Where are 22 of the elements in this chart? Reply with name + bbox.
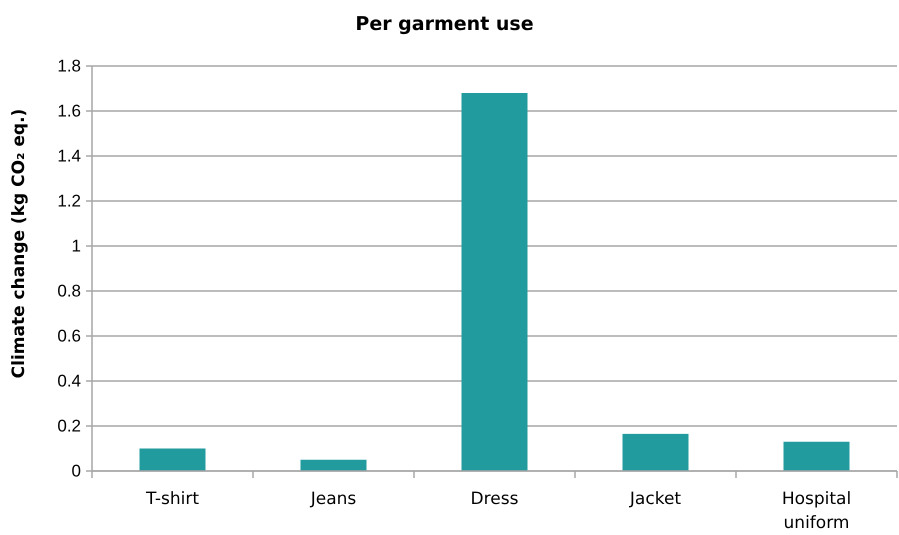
y-tick-label: 1.8 [57, 56, 81, 76]
y-tick-label: 0.2 [57, 416, 81, 436]
y-tick-label: 1 [72, 236, 81, 256]
y-tick-label: 0.8 [57, 281, 81, 300]
x-tick-label: Hospital uniform [782, 489, 852, 533]
bar [622, 434, 689, 471]
x-tick-label: Jacket [628, 489, 682, 509]
y-tick-label: 1.4 [57, 146, 81, 166]
y-tick-label: 1.6 [57, 101, 81, 120]
y-tick-label: 0 [72, 461, 81, 480]
bar [300, 460, 367, 471]
bar [139, 448, 206, 471]
bar [783, 442, 850, 471]
x-tick-label: Jeans [310, 489, 356, 509]
y-axis-title: Climate change (kg CO₂ eq.) [9, 108, 29, 378]
bar [461, 93, 528, 471]
x-tick-label: Dress [470, 489, 519, 509]
y-tick-label: 1.2 [57, 191, 81, 210]
chart-title: Per garment use [355, 13, 534, 35]
y-tick-label: 0.4 [57, 371, 81, 390]
x-tick-label: T-shirt [145, 489, 200, 509]
y-tick-label: 0.6 [57, 326, 81, 346]
